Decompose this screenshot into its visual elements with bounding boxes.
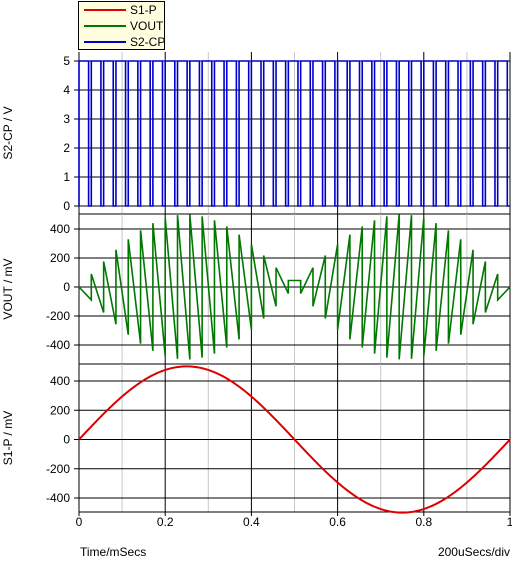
x-tick-label: 0.4 [243,515,260,529]
x-axis-label: Time/mSecs [80,545,146,559]
y-axis-label: S1-P / mV [1,411,15,465]
y-tick-label: 0 [63,199,70,213]
x-tick-label: 0 [76,515,83,529]
panel-top: 0 1 2 3 4 5 S2-CP / V [1,52,511,215]
y-tick-label: -200 [46,462,70,476]
x-tick-label: 1 [507,515,512,529]
y-tick-label: 2 [63,141,70,155]
series-vout [78,214,511,360]
series-s1-p [78,365,511,514]
x-tick-label: 0.8 [415,515,432,529]
x-tick-label: 0.2 [157,515,174,529]
series-s2-cp [78,60,510,207]
y-tick-label: 0 [63,433,70,447]
y-tick-label: 1 [63,170,70,184]
legend-label: S2-CP [130,35,165,49]
x-scale-label: 200uSecs/div [438,545,510,559]
legend-label: VOUT [130,19,164,33]
y-tick-label: 200 [50,403,70,417]
legend: S1-P VOUT S2-CP [78,1,165,50]
x-tick-label: 0.6 [329,515,346,529]
y-tick-label: 200 [50,251,70,265]
y-tick-label: 0 [63,280,70,294]
y-tick-label: 400 [50,374,70,388]
legend-label: S1-P [130,3,157,17]
y-tick-label: 4 [63,83,70,97]
y-tick-label: 5 [63,54,70,68]
panel-bottom: -400 -200 0 200 400 S1-P / mV [1,364,511,514]
y-axis-label: S2-CP / V [1,106,15,159]
y-axis-label: VOUT / mV [1,258,15,319]
y-tick-label: -200 [46,309,70,323]
panel-middle: -400 -200 0 200 400 VOUT / mV [1,214,511,365]
y-tick-label: -400 [46,491,70,505]
y-tick-label: -400 [46,338,70,352]
y-tick-label: 3 [63,112,70,126]
y-tick-label: 400 [50,222,70,236]
